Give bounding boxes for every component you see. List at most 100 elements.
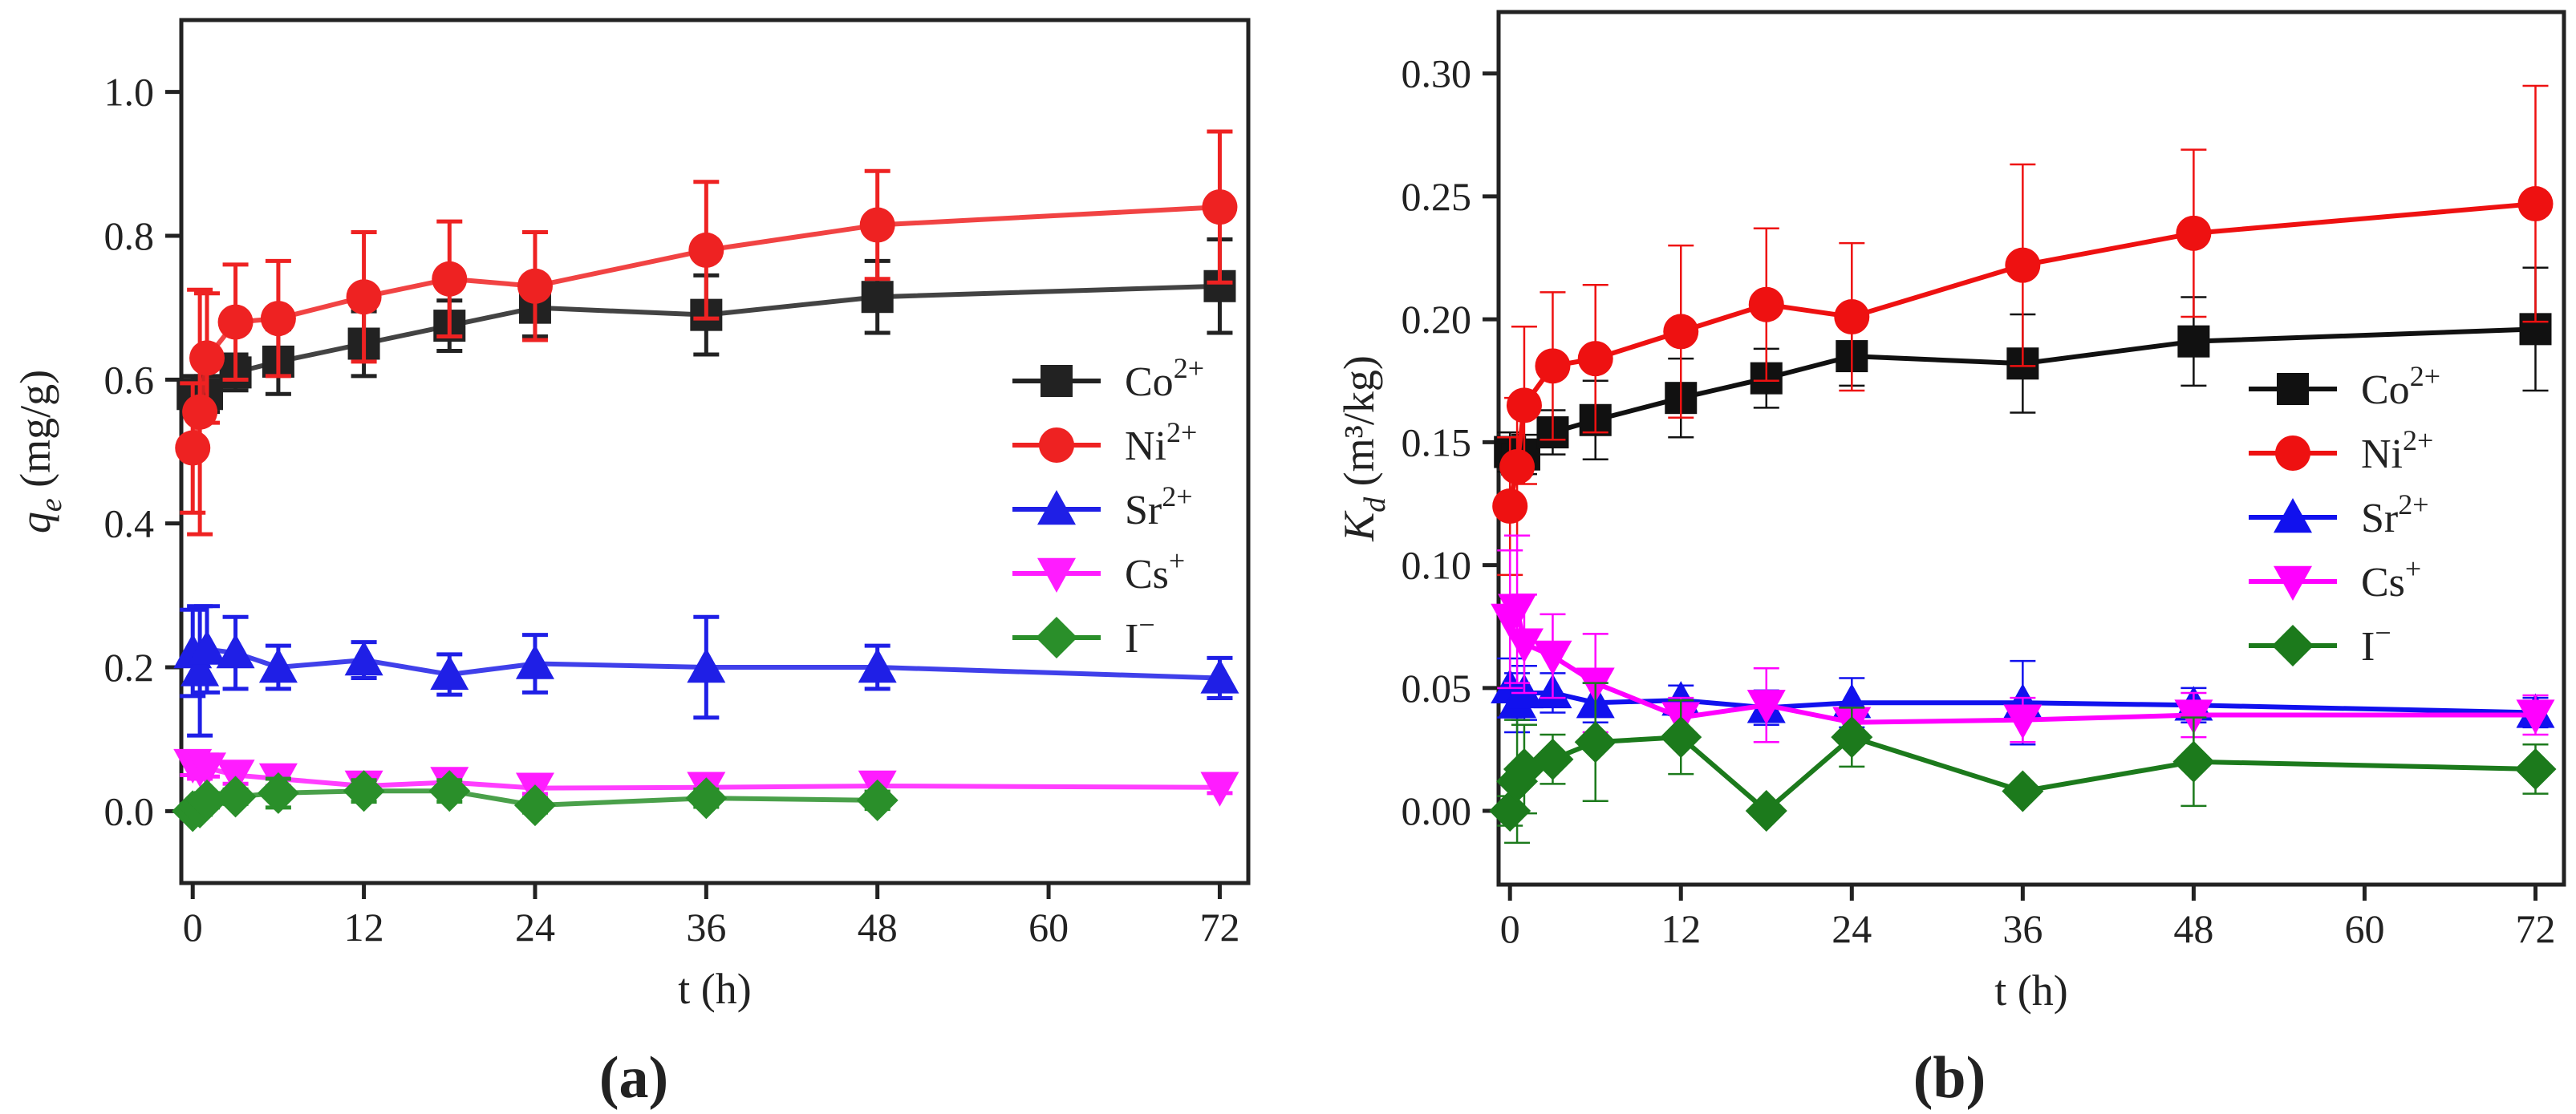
legend-label-base: Ni: [2361, 431, 2403, 477]
legend-label-base: Sr: [1125, 488, 1162, 533]
data-point: [859, 207, 895, 243]
data-point: [1492, 488, 1528, 525]
data-point: [2002, 770, 2044, 812]
data-point: [856, 779, 899, 821]
legend-marker: [2272, 625, 2314, 666]
y-axis-label-subscript: d: [1358, 496, 1392, 512]
data-point: [1746, 690, 1786, 725]
y-axis-label-symbol: K: [1335, 510, 1383, 542]
data-point: [2176, 215, 2212, 251]
legend-label-superscript: +: [1169, 545, 1185, 577]
series-I-: [1489, 682, 2557, 845]
data-point: [513, 784, 556, 827]
y-axis-label-subscript: e: [34, 498, 68, 512]
y-tick-label: 0.2: [104, 645, 155, 690]
legend-label: Cs+: [2361, 553, 2421, 606]
legend-label: Sr2+: [2361, 488, 2429, 541]
y-tick-label: 0.20: [1402, 297, 1472, 342]
data-point: [216, 634, 255, 669]
legend-label-superscript: 2+: [1166, 416, 1197, 448]
data-point: [258, 648, 298, 683]
legend-marker: [2275, 435, 2310, 471]
data-point: [2005, 247, 2041, 283]
data-point: [1834, 299, 1870, 335]
legend-label-base: I: [1125, 616, 1138, 662]
data-point: [2177, 325, 2210, 358]
y-axis-label-unit: (mg/g): [11, 370, 59, 498]
x-tick-label: 48: [858, 905, 898, 950]
legend-label-base: Co: [1125, 359, 1174, 405]
y-tick-label: 0.10: [1402, 543, 1472, 588]
data-point: [1498, 593, 1537, 629]
data-point: [517, 268, 553, 304]
y-tick-label: 0.00: [1402, 788, 1472, 833]
legend-marker: [2274, 498, 2312, 533]
x-tick-label: 0: [183, 905, 203, 950]
data-point: [2172, 740, 2215, 783]
data-point: [1499, 448, 1535, 484]
data-point: [1535, 348, 1571, 384]
data-point: [1200, 658, 1239, 694]
data-point: [515, 644, 554, 679]
y-tick-label: 1.0: [104, 70, 155, 115]
x-tick-label: 12: [344, 905, 384, 950]
data-point: [344, 641, 383, 676]
x-tick-label: 48: [2173, 906, 2213, 951]
y-tick-label: 0.4: [104, 501, 155, 546]
data-point: [1574, 721, 1617, 764]
data-point: [189, 340, 225, 376]
legend-label-base: Ni: [1125, 423, 1166, 469]
y-tick-label: 0.30: [1402, 51, 1472, 96]
data-point: [1531, 738, 1574, 780]
data-point: [217, 304, 254, 340]
data-point: [861, 281, 894, 314]
legend-marker: [1037, 490, 1076, 525]
data-point: [685, 777, 728, 820]
data-point: [1489, 790, 1531, 832]
y-tick-label: 0.0: [104, 788, 155, 833]
legend-label: Ni2+: [2361, 424, 2433, 477]
x-tick-label: 60: [2344, 906, 2384, 951]
data-point: [1660, 716, 1702, 759]
y-tick-label: 0.25: [1402, 174, 1472, 219]
legend-label-superscript: 2+: [1174, 352, 1204, 384]
data-point: [1831, 716, 1873, 759]
x-tick-label: 24: [1832, 906, 1872, 951]
legend-marker: [2274, 565, 2312, 601]
data-point: [858, 648, 897, 683]
legend-marker: [1041, 365, 1073, 397]
data-point: [1663, 314, 1699, 350]
data-point: [432, 261, 468, 297]
x-tick-label: 0: [1500, 906, 1520, 951]
data-point: [1533, 640, 1572, 675]
x-tick-label: 12: [1661, 906, 1701, 951]
legend-marker: [1036, 617, 1077, 658]
data-point: [257, 772, 299, 814]
data-point: [346, 279, 382, 315]
legend-label-base: Cs: [2361, 560, 2405, 606]
x-tick-label: 36: [2002, 906, 2043, 951]
legend-label: Ni2+: [1125, 416, 1197, 469]
data-point: [1506, 387, 1542, 423]
data-point: [188, 752, 227, 788]
y-tick-label: 0.05: [1402, 666, 1472, 711]
y-tick-label: 0.8: [104, 213, 155, 258]
panel-label: (b): [1913, 1045, 1986, 1111]
x-axis-label: t (h): [1994, 966, 2067, 1015]
legend-label-superscript: 2+: [2410, 360, 2440, 392]
x-tick-label: 72: [2515, 906, 2555, 951]
legend-marker: [1037, 557, 1076, 593]
data-point: [182, 394, 218, 430]
y-axis-label-unit: (m³/kg): [1335, 355, 1383, 497]
series-I-: [172, 770, 899, 832]
legend-label-superscript: −: [1138, 609, 1154, 641]
data-point: [2517, 186, 2554, 222]
y-tick-label: 0.15: [1402, 419, 1472, 464]
data-point: [1202, 189, 1238, 225]
y-tick-label: 0.6: [104, 357, 155, 402]
y-axis-label: Kd (m³/kg): [1335, 355, 1392, 542]
data-point: [1200, 772, 1239, 807]
legend-label-base: Cs: [1125, 552, 1169, 598]
data-point: [1577, 341, 1613, 377]
